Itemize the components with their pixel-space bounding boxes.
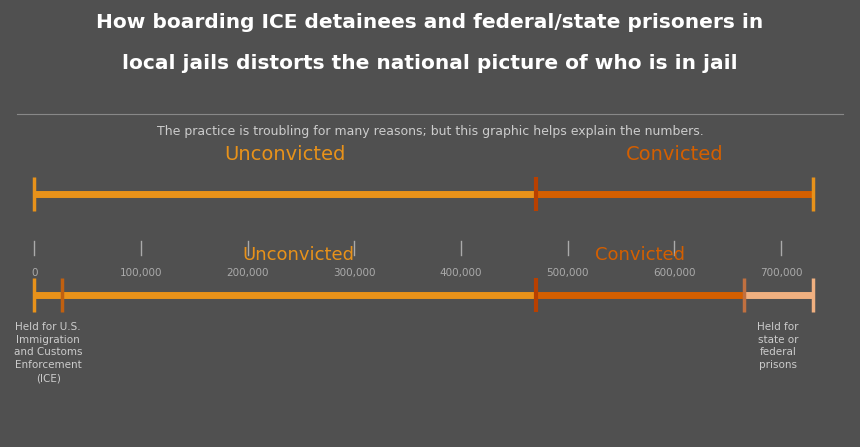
Text: Convicted: Convicted (594, 246, 685, 264)
Text: 100,000: 100,000 (120, 268, 163, 278)
Text: local jails distorts the national picture of who is in jail: local jails distorts the national pictur… (122, 54, 738, 73)
Text: 400,000: 400,000 (439, 268, 482, 278)
Text: How boarding ICE detainees and federal/state prisoners in: How boarding ICE detainees and federal/s… (96, 13, 764, 33)
Text: 200,000: 200,000 (226, 268, 269, 278)
Text: 300,000: 300,000 (333, 268, 376, 278)
Text: Held for
state or
federal
prisons: Held for state or federal prisons (758, 322, 799, 370)
Text: Unconvicted: Unconvicted (243, 246, 355, 264)
Text: 500,000: 500,000 (546, 268, 589, 278)
Text: Unconvicted: Unconvicted (224, 145, 346, 164)
Text: Convicted: Convicted (625, 145, 723, 164)
Text: Held for U.S.
Immigration
and Customs
Enforcement
(ICE): Held for U.S. Immigration and Customs En… (14, 322, 83, 383)
Text: 600,000: 600,000 (653, 268, 696, 278)
Text: 700,000: 700,000 (759, 268, 802, 278)
Text: 0: 0 (31, 268, 38, 278)
Text: The practice is troubling for many reasons; but this graphic helps explain the n: The practice is troubling for many reaso… (157, 125, 703, 138)
